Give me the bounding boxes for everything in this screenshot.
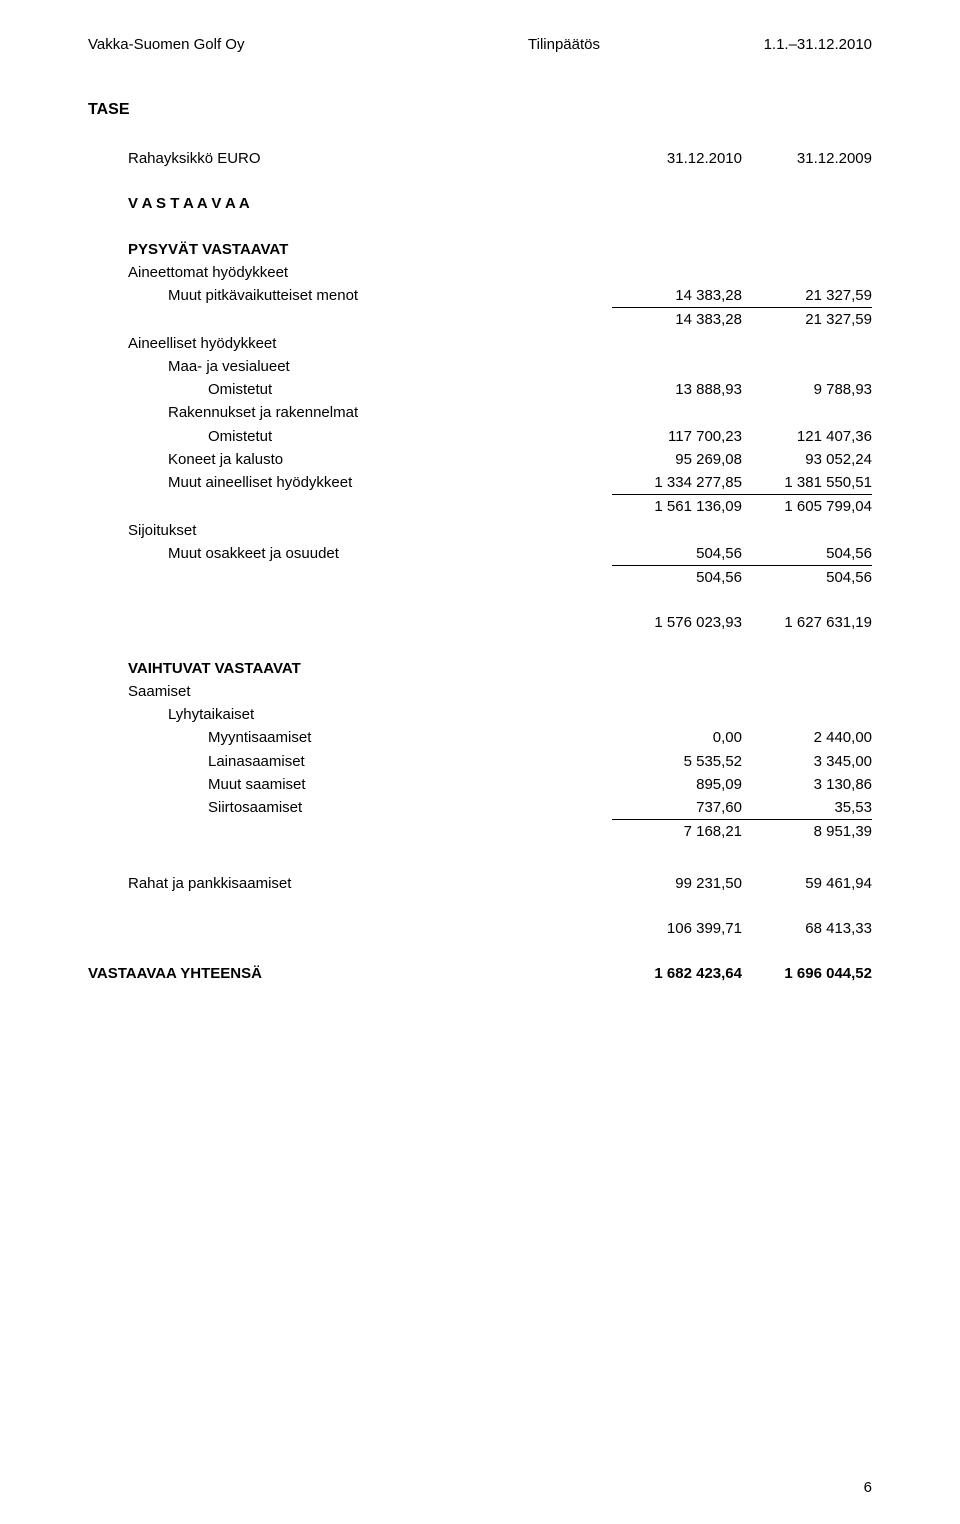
muut-saamiset-v2: 3 130,86 xyxy=(742,773,872,796)
laina-label: Lainasaamiset xyxy=(208,750,305,773)
myynti-label: Myyntisaamiset xyxy=(208,726,311,749)
koneet-v2: 93 052,24 xyxy=(742,448,872,471)
saamiset-label-row: Saamiset xyxy=(88,680,872,703)
sijoitukset-label-row: Sijoitukset xyxy=(88,519,872,542)
maa-label-row: Maa- ja vesialueet xyxy=(88,355,872,378)
lyhyt-sum-v1: 7 168,21 xyxy=(612,820,742,843)
pysyvat-heading-label: PYSYVÄT VASTAAVAT xyxy=(128,238,288,261)
muut-saamiset-row: Muut saamiset 895,09 3 130,86 xyxy=(88,773,872,796)
muut-aineel-v1: 1 334 277,85 xyxy=(612,471,742,495)
osakkeet-label: Muut osakkeet ja osuudet xyxy=(168,542,339,565)
lyhyt-label-row: Lyhytaikaiset xyxy=(88,703,872,726)
vastaavaa-total-label: VASTAAVAA YHTEENSÄ xyxy=(88,962,262,985)
aineettomat-sum-row: 14 383,28 21 327,59 xyxy=(88,308,872,331)
col-header-2: 31.12.2009 xyxy=(742,147,872,170)
koneet-row: Koneet ja kalusto 95 269,08 93 052,24 xyxy=(88,448,872,471)
muut-aineel-label: Muut aineelliset hyödykkeet xyxy=(168,471,352,494)
myynti-v2: 2 440,00 xyxy=(742,726,872,749)
maa-omistetut-row: Omistetut 13 888,93 9 788,93 xyxy=(88,378,872,401)
aineelliset-label: Aineelliset hyödykkeet xyxy=(128,332,276,355)
aineettomat-sum-v2: 21 327,59 xyxy=(742,308,872,331)
vaihtuvat-sum-v2: 68 413,33 xyxy=(742,917,872,940)
rahat-row: Rahat ja pankkisaamiset 99 231,50 59 461… xyxy=(88,872,872,895)
rahat-v2: 59 461,94 xyxy=(742,872,872,895)
myynti-row: Myyntisaamiset 0,00 2 440,00 xyxy=(88,726,872,749)
vaihtuvat-heading-label: VAIHTUVAT VASTAAVAT xyxy=(128,657,301,680)
lyhyt-sum-row: 7 168,21 8 951,39 xyxy=(88,820,872,843)
sijoitukset-sum-row: 504,56 504,56 xyxy=(88,566,872,589)
muut-pitka-label: Muut pitkävaikutteiset menot xyxy=(168,284,358,307)
page-number: 6 xyxy=(864,1479,872,1496)
aineettomat-sum-v1: 14 383,28 xyxy=(612,308,742,331)
col-header-1: 31.12.2010 xyxy=(612,147,742,170)
laina-v1: 5 535,52 xyxy=(612,750,742,773)
siirto-row: Siirtosaamiset 737,60 35,53 xyxy=(88,796,872,820)
muut-saamiset-v1: 895,09 xyxy=(612,773,742,796)
section-vastaavaa: V A S T A A V A A xyxy=(88,192,872,215)
vaihtuvat-sum-v1: 106 399,71 xyxy=(612,917,742,940)
rahat-label: Rahat ja pankkisaamiset xyxy=(128,872,291,895)
muut-pitka-row: Muut pitkävaikutteiset menot 14 383,28 2… xyxy=(88,284,872,308)
vastaavaa-total-v1: 1 682 423,64 xyxy=(612,962,742,985)
rak-omistetut-v2: 121 407,36 xyxy=(742,425,872,448)
lyhyt-label: Lyhytaikaiset xyxy=(168,703,254,726)
rak-omistetut-row: Omistetut 117 700,23 121 407,36 xyxy=(88,425,872,448)
laina-row: Lainasaamiset 5 535,52 3 345,00 xyxy=(88,750,872,773)
siirto-v2: 35,53 xyxy=(742,796,872,820)
myynti-v1: 0,00 xyxy=(612,726,742,749)
muut-pitka-v2: 21 327,59 xyxy=(742,284,872,308)
aineel-sum-row: 1 561 136,09 1 605 799,04 xyxy=(88,495,872,518)
pysyvat-sum-v2: 1 627 631,19 xyxy=(742,611,872,634)
sijoitukset-sum-v1: 504,56 xyxy=(612,566,742,589)
rahat-v1: 99 231,50 xyxy=(612,872,742,895)
vaihtuvat-sum-row: 106 399,71 68 413,33 xyxy=(88,917,872,940)
sijoitukset-sum-v2: 504,56 xyxy=(742,566,872,589)
koneet-v1: 95 269,08 xyxy=(612,448,742,471)
saamiset-label: Saamiset xyxy=(128,680,191,703)
currency-row: Rahayksikkö EURO 31.12.2010 31.12.2009 xyxy=(88,147,872,170)
osakkeet-v1: 504,56 xyxy=(612,542,742,566)
rak-omistetut-v1: 117 700,23 xyxy=(612,425,742,448)
lyhyt-sum-v2: 8 951,39 xyxy=(742,820,872,843)
aineettomat-label: Aineettomat hyödykkeet xyxy=(128,261,288,284)
header-company: Vakka-Suomen Golf Oy xyxy=(88,36,244,53)
siirto-v1: 737,60 xyxy=(612,796,742,820)
page-header: Vakka-Suomen Golf Oy Tilinpäätös 1.1.–31… xyxy=(88,36,872,53)
section-vastaavaa-label: V A S T A A V A A xyxy=(128,192,250,215)
aineel-sum-v2: 1 605 799,04 xyxy=(742,495,872,518)
siirto-label: Siirtosaamiset xyxy=(208,796,302,819)
vastaavaa-total-v2: 1 696 044,52 xyxy=(742,962,872,985)
rak-label-row: Rakennukset ja rakennelmat xyxy=(88,401,872,424)
page-title: TASE xyxy=(88,101,872,119)
maa-omistetut-v1: 13 888,93 xyxy=(612,378,742,401)
koneet-label: Koneet ja kalusto xyxy=(168,448,283,471)
rak-label: Rakennukset ja rakennelmat xyxy=(168,401,358,424)
sijoitukset-label: Sijoitukset xyxy=(128,519,196,542)
pysyvat-heading: PYSYVÄT VASTAAVAT xyxy=(88,238,872,261)
muut-pitka-v1: 14 383,28 xyxy=(612,284,742,308)
maa-omistetut-v2: 9 788,93 xyxy=(742,378,872,401)
muut-saamiset-label: Muut saamiset xyxy=(208,773,306,796)
pysyvat-sum-row: 1 576 023,93 1 627 631,19 xyxy=(88,611,872,634)
osakkeet-v2: 504,56 xyxy=(742,542,872,566)
osakkeet-row: Muut osakkeet ja osuudet 504,56 504,56 xyxy=(88,542,872,566)
muut-aineel-row: Muut aineelliset hyödykkeet 1 334 277,85… xyxy=(88,471,872,495)
aineel-sum-v1: 1 561 136,09 xyxy=(612,495,742,518)
currency-label: Rahayksikkö EURO xyxy=(128,147,261,170)
header-doctype: Tilinpäätös xyxy=(528,36,600,53)
pysyvat-sum-v1: 1 576 023,93 xyxy=(612,611,742,634)
muut-aineel-v2: 1 381 550,51 xyxy=(742,471,872,495)
maa-label: Maa- ja vesialueet xyxy=(168,355,290,378)
laina-v2: 3 345,00 xyxy=(742,750,872,773)
aineelliset-label-row: Aineelliset hyödykkeet xyxy=(88,332,872,355)
vaihtuvat-heading: VAIHTUVAT VASTAAVAT xyxy=(88,657,872,680)
rak-omistetut-label: Omistetut xyxy=(208,425,272,448)
maa-omistetut-label: Omistetut xyxy=(208,378,272,401)
aineettomat-label-row: Aineettomat hyödykkeet xyxy=(88,261,872,284)
header-period: 1.1.–31.12.2010 xyxy=(764,36,872,53)
vastaavaa-total-row: VASTAAVAA YHTEENSÄ 1 682 423,64 1 696 04… xyxy=(88,962,872,985)
